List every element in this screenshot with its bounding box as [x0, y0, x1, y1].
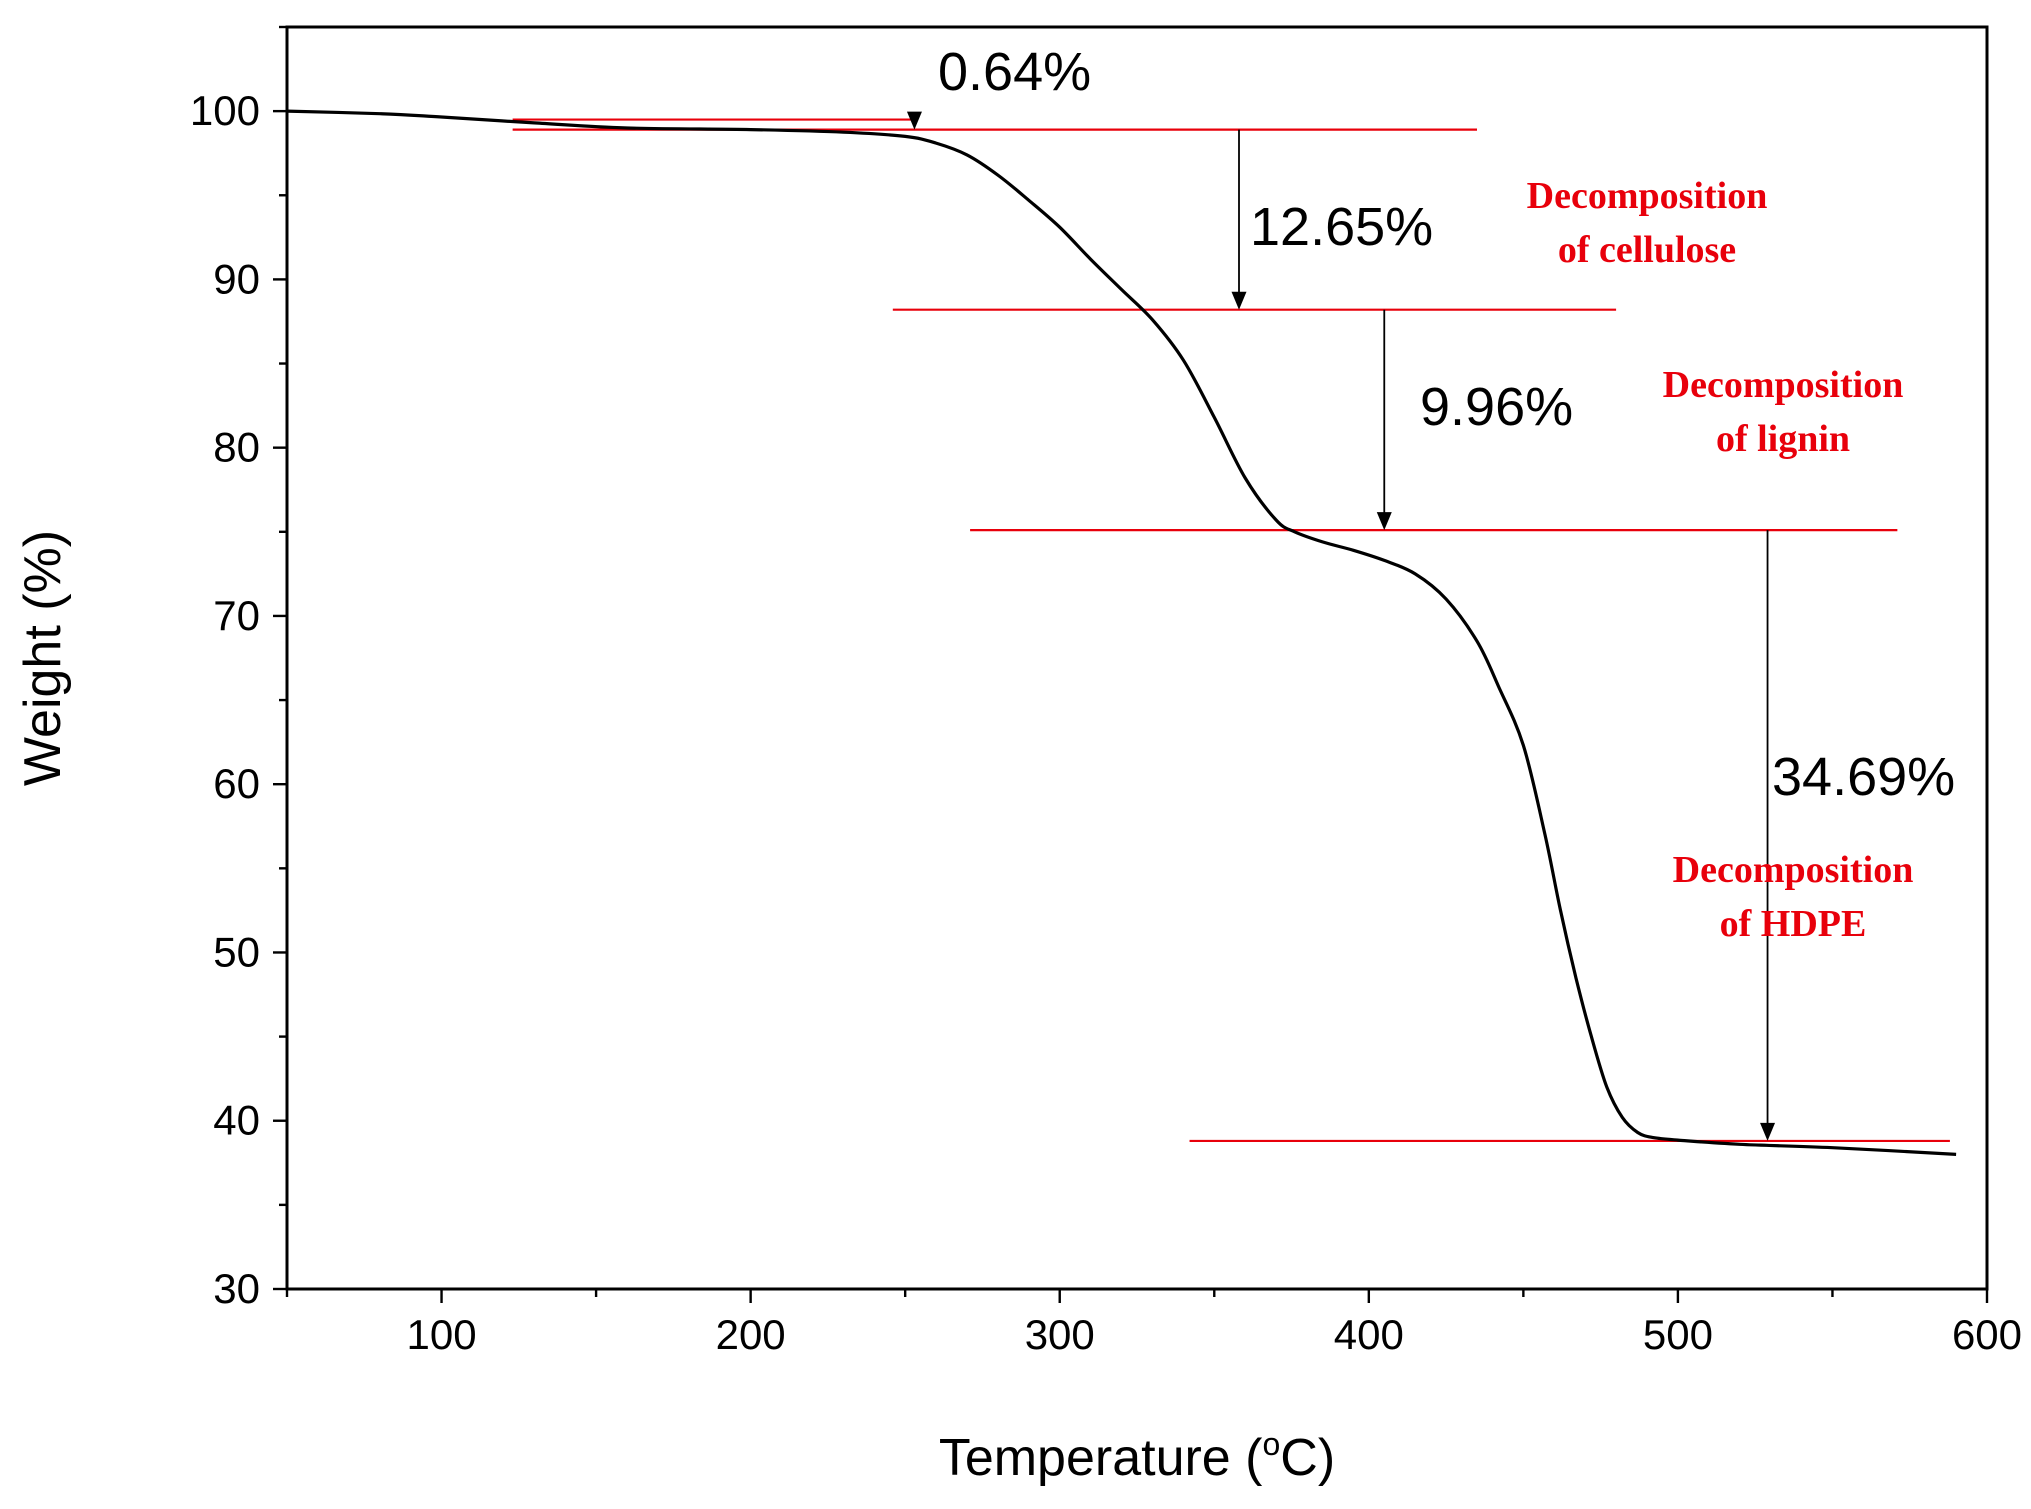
tga-curve-layer: [286, 109, 1957, 1156]
drop-arrow-3: [1376, 309, 1392, 531]
x-tick-label-600: 600: [1952, 1311, 2022, 1358]
x-axis-title: Temperature (oC): [939, 1426, 1335, 1487]
x-tick-label-200: 200: [716, 1311, 786, 1358]
drop-label-1: 0.64%: [938, 42, 1091, 102]
x-tick-label-300: 300: [1025, 1311, 1095, 1358]
drop-arrow-head: [906, 111, 922, 130]
drop-arrow-head: [1231, 291, 1247, 310]
tga-weight-curve: [286, 109, 1957, 1156]
y-tick-label-50: 50: [213, 928, 260, 975]
x-tick-label-500: 500: [1643, 1311, 1713, 1358]
stage-annotation-1-line1: Decomposition: [1527, 175, 1768, 217]
axes: [273, 25, 1989, 1303]
plot-frame: [285, 25, 1989, 1291]
drop-arrow-2: [1231, 129, 1247, 310]
drop-label-3: 9.96%: [1420, 377, 1573, 437]
stage-annotation-3-line1: Decomposition: [1673, 849, 1914, 891]
stage-annotation-1-line2: of cellulose: [1558, 229, 1736, 271]
text-labels: 100 200 300 400 500 600 30 40 50 60 70 80 90 100 Tempe…: [14, 42, 2022, 1487]
x-tick-label-100: 100: [407, 1311, 477, 1358]
y-tick-label-60: 60: [213, 760, 260, 807]
y-tick-label-30: 30: [213, 1265, 260, 1312]
drop-arrow-4: [1760, 530, 1776, 1141]
y-tick-label-40: 40: [213, 1097, 260, 1144]
y-axis-title: Weight (%): [14, 530, 72, 786]
drop-label-2: 12.65%: [1250, 197, 1433, 257]
drop-arrows: [906, 111, 1776, 1141]
stage-annotation-2-line2: of lignin: [1716, 418, 1850, 460]
y-tick-label-70: 70: [213, 592, 260, 639]
drop-arrow-head: [1760, 1122, 1776, 1141]
drop-arrow-head: [1376, 512, 1392, 531]
x-tick-label-400: 400: [1334, 1311, 1404, 1358]
drop-arrow-1: [906, 111, 922, 130]
y-tick-label-90: 90: [213, 255, 260, 302]
y-tick-label-80: 80: [213, 424, 260, 471]
y-tick-label-100: 100: [190, 87, 260, 134]
drop-label-4: 34.69%: [1772, 747, 1955, 807]
stage-annotation-3-line2: of HDPE: [1720, 903, 1867, 945]
stage-annotation-2-line1: Decomposition: [1663, 364, 1904, 406]
